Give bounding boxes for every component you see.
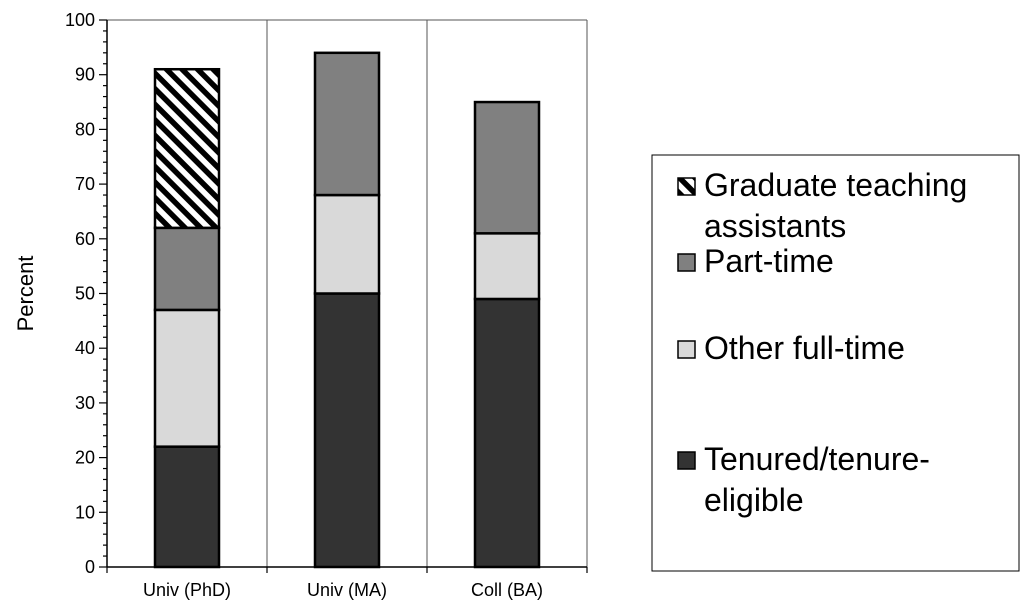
legend-label: Other full-time [704, 330, 905, 366]
y-tick-label: 10 [75, 502, 95, 522]
y-tick-label: 40 [75, 338, 95, 358]
bar-segment [473, 232, 541, 301]
bars [153, 51, 541, 569]
y-tick-label: 70 [75, 174, 95, 194]
legend-box [651, 154, 1020, 572]
y-tick-label: 0 [85, 557, 95, 577]
legend-label: Part-time [704, 243, 834, 279]
y-tick-label: 20 [75, 448, 95, 468]
legend-swatch [677, 340, 696, 359]
y-tick-label: 30 [75, 393, 95, 413]
y-axis-title: Percent [13, 256, 38, 332]
legend-swatch [677, 451, 696, 470]
bar-segment [153, 67, 221, 230]
y-tick-label: 80 [75, 119, 95, 139]
bar-segment [473, 100, 541, 235]
x-category-label: Univ (MA) [307, 580, 387, 600]
legend-swatch [677, 177, 696, 196]
bar-segment [473, 297, 541, 569]
bar-segment [153, 226, 221, 312]
bar-segment [313, 193, 381, 295]
legend-label: Graduate teaching [704, 167, 967, 203]
x-category-label: Univ (PhD) [143, 580, 231, 600]
y-axis: 0 10 20 30 40 50 60 70 80 90 100 [65, 10, 108, 577]
y-tick-label: 100 [65, 10, 95, 30]
bar-segment [313, 292, 381, 569]
legend-swatch [677, 253, 696, 272]
plot-area [107, 19, 588, 567]
y-tick-label: 90 [75, 65, 95, 85]
x-category-label: Coll (BA) [471, 580, 543, 600]
legend-label: eligible [704, 482, 804, 518]
x-axis: Univ (PhD) Univ (MA) Coll (BA) [106, 566, 588, 600]
y-tick-label: 50 [75, 284, 95, 304]
y-tick-label: 60 [75, 229, 95, 249]
legend-label: Tenured/tenure- [704, 441, 930, 477]
bar-segment [153, 445, 221, 569]
bar-segment [153, 308, 221, 448]
bar-segment [313, 51, 381, 197]
legend-label: assistants [704, 208, 846, 244]
